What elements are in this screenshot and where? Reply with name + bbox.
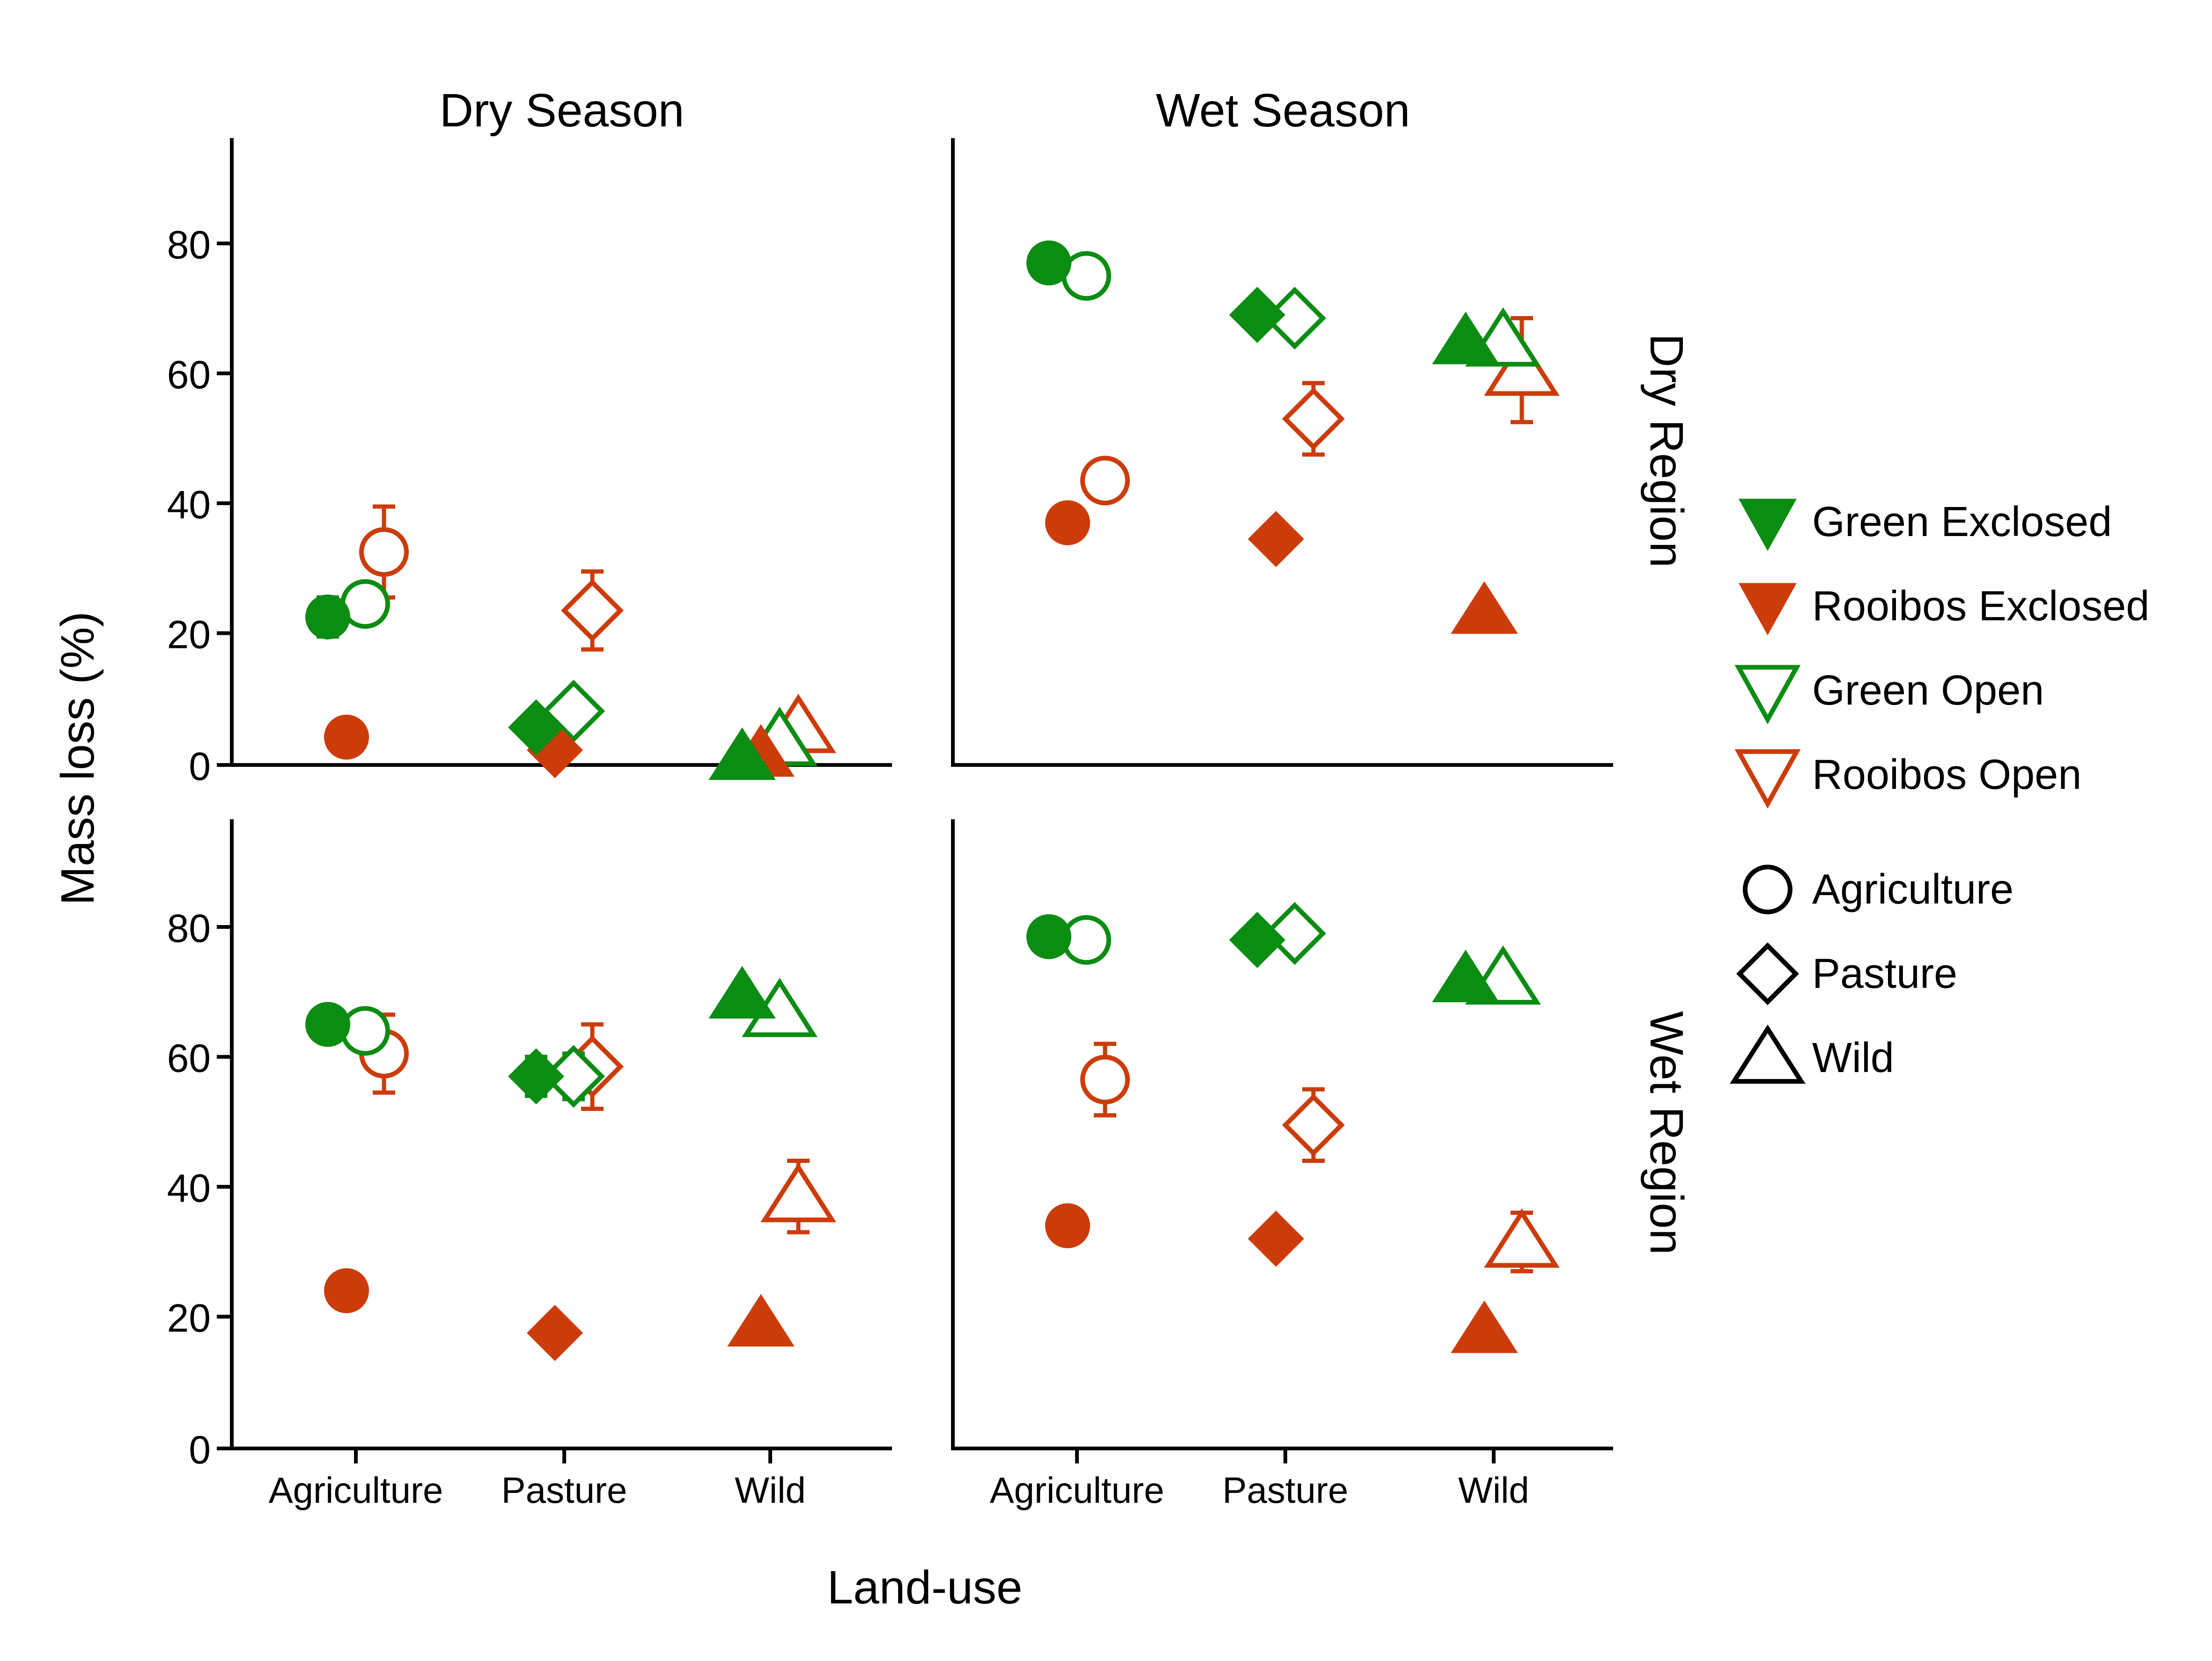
x-tick-label: Agriculture <box>990 1470 1165 1511</box>
legend-label: Wild <box>1812 1035 1894 1081</box>
green-exclosed-wild-point <box>1432 311 1499 365</box>
legend-wild-icon <box>1730 1024 1806 1084</box>
panel-wet-season-dry-region: Wet Season Dry Region <box>951 84 1693 767</box>
green-exclosed-wild-point <box>708 966 776 1019</box>
legend-agriculture-icon <box>1743 865 1792 914</box>
rooibos-open-agriculture-point <box>1080 456 1130 506</box>
y-tick-label: 40 <box>167 483 211 527</box>
rooibos-exclosed-pasture-point <box>527 1305 583 1361</box>
legend-green-open-icon <box>1734 665 1801 725</box>
legend-label: Rooibos Open <box>1812 751 2081 798</box>
column-strip-label: Dry Season <box>440 84 684 137</box>
y-tick-label: 60 <box>167 1036 211 1080</box>
legend-label: Rooibos Exclosed <box>1812 583 2149 630</box>
rooibos-open-wild-point <box>760 1163 836 1222</box>
rooibos-exclosed-agriculture-point <box>324 714 369 760</box>
panels-layer: 0 20 40 60 80 Dry Season Wet Season Dry Region 0… <box>167 84 1693 1511</box>
rooibos-exclosed-pasture-point <box>1248 511 1304 567</box>
panel-wet-season-wet-region: Agriculture Pasture Wild Wet Region <box>951 819 1693 1511</box>
column-strip-label: Wet Season <box>1156 84 1410 137</box>
rooibos-open-agriculture-point <box>359 527 409 577</box>
y-tick-label: 80 <box>167 906 211 950</box>
rooibos-exclosed-agriculture-point <box>1045 1203 1090 1249</box>
green-open-agriculture-point <box>340 1006 390 1056</box>
legend-rooibos-open-icon <box>1734 749 1801 809</box>
legend-pasture-icon <box>1736 942 1799 1006</box>
rooibos-exclosed-agriculture-point <box>324 1268 369 1313</box>
y-tick-label: 60 <box>167 353 211 397</box>
green-exclosed-pasture-point <box>1229 287 1285 343</box>
panel-dry-season-dry-region: 0 20 40 60 80 Dry Season <box>167 84 892 788</box>
y-tick-label: 20 <box>167 613 211 657</box>
rooibos-exclosed-wild-point <box>1451 581 1518 634</box>
rooibos-open-wild-point <box>1484 1208 1560 1268</box>
rooibos-open-pasture-point <box>1282 387 1345 450</box>
rooibos-exclosed-wild-point <box>727 1294 795 1347</box>
legend: Green Exclosed Rooibos Exclosed Green Open… <box>1730 499 2149 1084</box>
rooibos-exclosed-wild-point <box>1451 1300 1518 1353</box>
rooibos-open-wild-point <box>1484 336 1560 396</box>
panel-dry-season-wet-region: 0 20 40 60 80 Agriculture Pasture Wild <box>167 819 892 1511</box>
legend-rooibos-exclosed-icon <box>1739 583 1797 635</box>
green-exclosed-pasture-point <box>1229 911 1285 968</box>
rooibos-exclosed-agriculture-point <box>1045 500 1090 545</box>
y-tick-label: 20 <box>167 1296 211 1340</box>
green-exclosed-agriculture-point <box>1026 240 1071 286</box>
green-exclosed-pasture-point <box>508 699 564 756</box>
x-tick-label: Wild <box>1458 1470 1529 1511</box>
green-exclosed-agriculture-point <box>305 1002 350 1047</box>
y-tick-label: 80 <box>167 223 211 267</box>
green-exclosed-agriculture-point <box>305 594 350 639</box>
rooibos-open-pasture-point <box>1282 1094 1345 1157</box>
row-strip-label: Wet Region <box>1640 1011 1693 1255</box>
legend-label: Pasture <box>1812 950 1957 997</box>
legend-label: Agriculture <box>1812 866 2013 913</box>
rooibos-exclosed-pasture-point <box>1248 1211 1304 1267</box>
y-axis-title: Mass loss (%) <box>52 611 104 905</box>
y-tick-label: 0 <box>189 744 211 788</box>
x-tick-label: Agriculture <box>269 1470 443 1511</box>
x-tick-label: Pasture <box>1223 1470 1349 1511</box>
green-exclosed-wild-point <box>1432 949 1499 1002</box>
rooibos-open-agriculture-point <box>1080 1055 1130 1105</box>
y-tick-label: 0 <box>189 1428 211 1472</box>
green-exclosed-agriculture-point <box>1026 914 1071 959</box>
legend-label: Green Open <box>1812 667 2044 714</box>
legend-label: Green Exclosed <box>1812 499 2112 545</box>
x-tick-label: Wild <box>735 1470 806 1511</box>
y-tick-label: 40 <box>167 1166 211 1210</box>
legend-green-exclosed-icon <box>1739 499 1797 551</box>
x-tick-label: Pasture <box>501 1470 627 1511</box>
rooibos-open-pasture-point <box>560 579 624 642</box>
green-exclosed-pasture-point <box>508 1048 564 1105</box>
green-exclosed-wild-point <box>708 727 776 780</box>
row-strip-label: Dry Region <box>1640 333 1693 567</box>
x-axis-title: Land-use <box>827 1561 1023 1614</box>
green-open-pasture-point <box>1263 902 1327 965</box>
